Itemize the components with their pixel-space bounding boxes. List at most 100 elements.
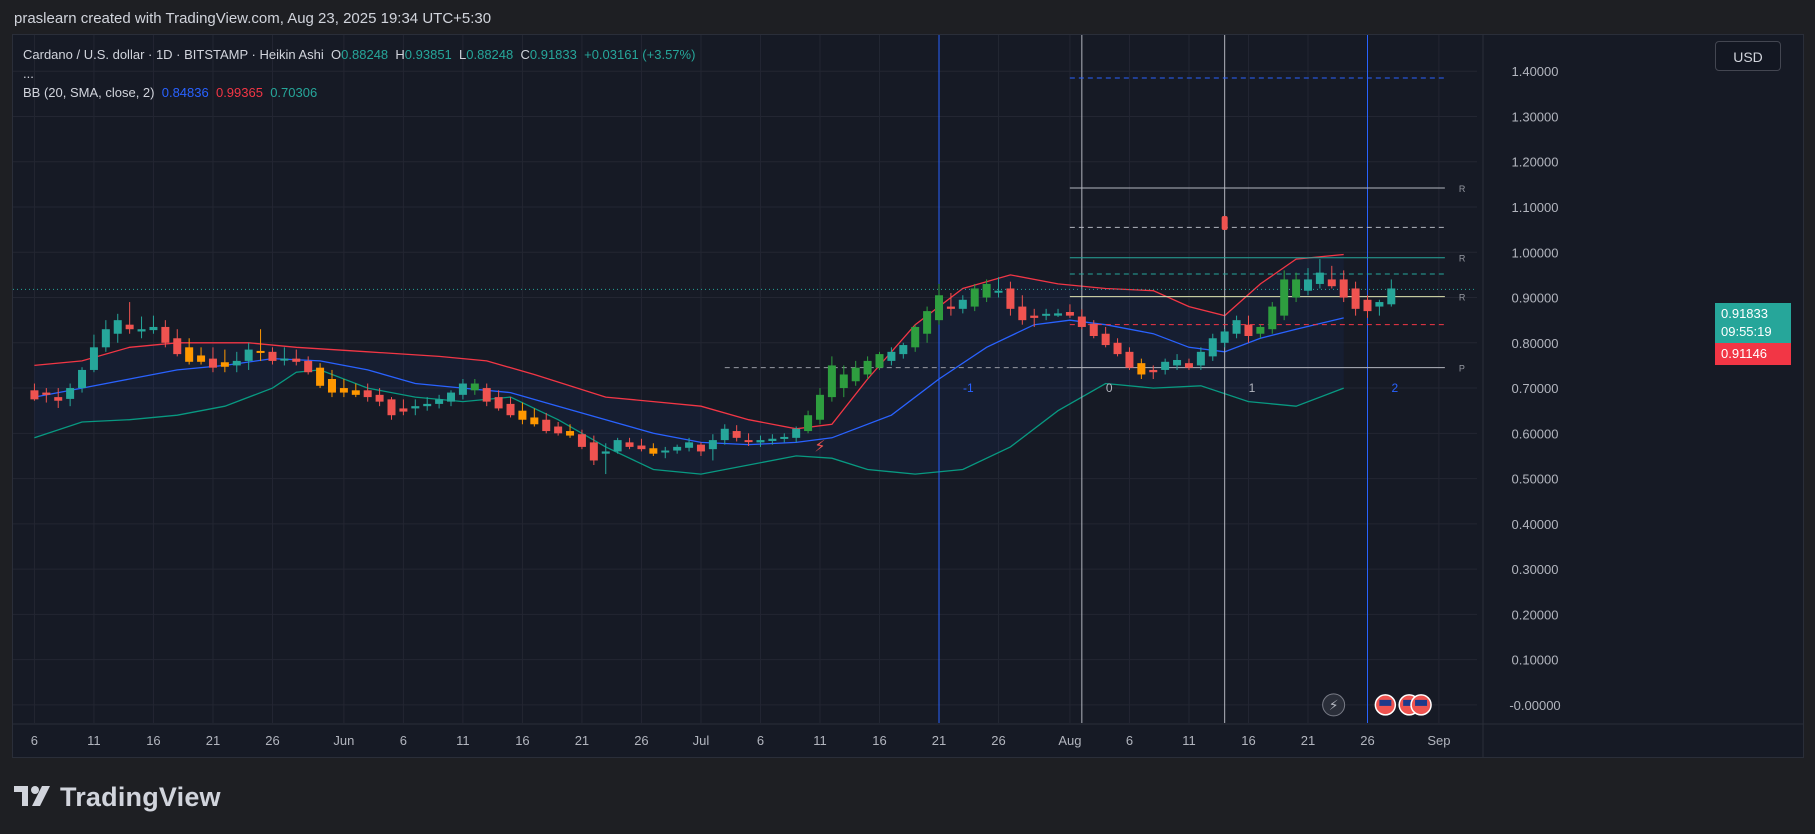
candle-body bbox=[363, 390, 372, 398]
y-tick-label: 0.70000 bbox=[1512, 381, 1559, 396]
candle-body bbox=[839, 374, 848, 389]
candle-body bbox=[994, 290, 1003, 293]
candle-body bbox=[827, 365, 836, 398]
candle-body bbox=[1077, 316, 1086, 327]
candle-body bbox=[946, 306, 955, 309]
candle-body bbox=[863, 360, 872, 375]
candle-body bbox=[30, 390, 39, 400]
candle-body bbox=[1196, 351, 1205, 366]
candle-body bbox=[173, 338, 182, 355]
candle-body bbox=[304, 360, 313, 373]
x-tick-label: 26 bbox=[1360, 733, 1374, 748]
chart-caption: praslearn created with TradingView.com, … bbox=[14, 10, 492, 27]
candle-body bbox=[1089, 323, 1098, 336]
legend-open: 0.88248 bbox=[341, 47, 389, 62]
legend-symbol-row: Cardano / U.S. dollar · 1D · BITSTAMP · … bbox=[23, 45, 695, 64]
candle-body bbox=[1149, 369, 1158, 373]
candle-body bbox=[780, 436, 789, 439]
candle-body bbox=[78, 369, 87, 389]
x-tick-label: 6 bbox=[31, 733, 38, 748]
legend-more[interactable]: ... bbox=[23, 66, 34, 81]
period-label: -1 bbox=[963, 381, 974, 395]
y-tick-label: 0.60000 bbox=[1512, 426, 1559, 441]
candle-body bbox=[1030, 315, 1039, 318]
pivot-level-label: R bbox=[1459, 293, 1466, 303]
candle-body bbox=[1351, 288, 1360, 309]
candle-body bbox=[1006, 288, 1015, 309]
candle-body bbox=[970, 288, 979, 307]
candle-body bbox=[101, 329, 110, 348]
candle-body bbox=[1375, 302, 1384, 307]
candle-body bbox=[613, 440, 622, 452]
x-tick-label: 11 bbox=[456, 733, 470, 748]
candle-body bbox=[1042, 313, 1051, 316]
candle-body bbox=[685, 442, 694, 448]
candle-body bbox=[732, 431, 741, 438]
candle-body bbox=[982, 283, 991, 298]
legend-bb-basis: 0.84836 bbox=[161, 85, 209, 100]
legend-bb-lower: 0.70306 bbox=[270, 85, 318, 100]
candle-body bbox=[220, 362, 229, 367]
legend-symbol[interactable]: Cardano / U.S. dollar · 1D · BITSTAMP · … bbox=[23, 47, 324, 62]
y-tick-label: 1.00000 bbox=[1512, 245, 1559, 260]
x-tick-label: 11 bbox=[1182, 733, 1196, 748]
candle-body bbox=[482, 388, 491, 402]
candle-body bbox=[542, 419, 551, 432]
x-tick-label: 21 bbox=[575, 733, 589, 748]
candle-body bbox=[1220, 331, 1229, 343]
candle-body bbox=[244, 349, 253, 361]
candle-body bbox=[1125, 351, 1134, 368]
candle-body bbox=[1065, 312, 1074, 316]
candle-body bbox=[935, 295, 944, 321]
chart-legend: Cardano / U.S. dollar · 1D · BITSTAMP · … bbox=[23, 45, 695, 102]
legend-bb-label[interactable]: BB (20, SMA, close, 2) bbox=[23, 85, 155, 100]
candle-body bbox=[447, 392, 456, 402]
candle-body bbox=[708, 440, 717, 450]
y-tick-label: 0.40000 bbox=[1512, 517, 1559, 532]
chart-frame[interactable]: -1 0 1 2 R R R P 1.40000 1.30000 1.20000 1.10000 1.0… bbox=[12, 34, 1804, 758]
candle-body bbox=[375, 394, 384, 402]
bb-lower-line bbox=[34, 369, 1344, 475]
candle-body bbox=[268, 351, 277, 361]
candle-body bbox=[1339, 279, 1348, 298]
legend-bb-upper: 0.99365 bbox=[215, 85, 263, 100]
y-tick-label: 0.50000 bbox=[1512, 472, 1559, 487]
candle-body bbox=[530, 417, 539, 425]
candle-body bbox=[292, 358, 301, 362]
candle-body bbox=[1184, 363, 1193, 368]
flash-marker-icon: ⚡ bbox=[814, 436, 825, 455]
candle-body bbox=[42, 392, 51, 395]
candle-body bbox=[316, 367, 325, 386]
last-price-value: 0.91833 bbox=[1721, 306, 1768, 321]
candle-body bbox=[518, 410, 527, 420]
price-chart[interactable]: -1 0 1 2 R R R P 1.40000 1.30000 1.20000 1.10000 1.0… bbox=[13, 35, 1803, 757]
candle-body bbox=[1280, 279, 1289, 316]
candle-body bbox=[887, 351, 896, 361]
tradingview-brand[interactable]: TradingView bbox=[60, 782, 221, 812]
period-label: 0 bbox=[1106, 381, 1113, 395]
x-tick-label: Sep bbox=[1427, 733, 1450, 748]
currency-button[interactable]: USD bbox=[1715, 41, 1781, 71]
y-tick-label: 0.10000 bbox=[1512, 653, 1559, 668]
y-tick-label: -0.00000 bbox=[1509, 698, 1560, 713]
candle-body bbox=[1363, 299, 1372, 312]
candle-body bbox=[66, 388, 75, 399]
x-tick-label: Jun bbox=[333, 733, 354, 748]
candle-body bbox=[649, 448, 658, 454]
candle-body bbox=[1232, 320, 1241, 334]
legend-open-label: O bbox=[331, 47, 342, 62]
candle-body bbox=[696, 444, 705, 452]
x-tick-label: 26 bbox=[634, 733, 648, 748]
candle-body bbox=[1315, 272, 1324, 284]
candle-body bbox=[113, 320, 122, 334]
y-tick-label: 0.90000 bbox=[1512, 291, 1559, 306]
economic-events: ⚡ bbox=[1322, 693, 1432, 717]
candle-body bbox=[423, 403, 432, 407]
x-tick-label: 26 bbox=[265, 733, 279, 748]
candle-body bbox=[554, 426, 563, 434]
legend-bb-row: BB (20, SMA, close, 2) 0.84836 0.99365 0… bbox=[23, 83, 695, 102]
candle-body bbox=[566, 431, 575, 436]
candle-body bbox=[458, 383, 467, 395]
pivot-level-label: R bbox=[1459, 184, 1466, 194]
candle-body bbox=[1208, 338, 1217, 357]
